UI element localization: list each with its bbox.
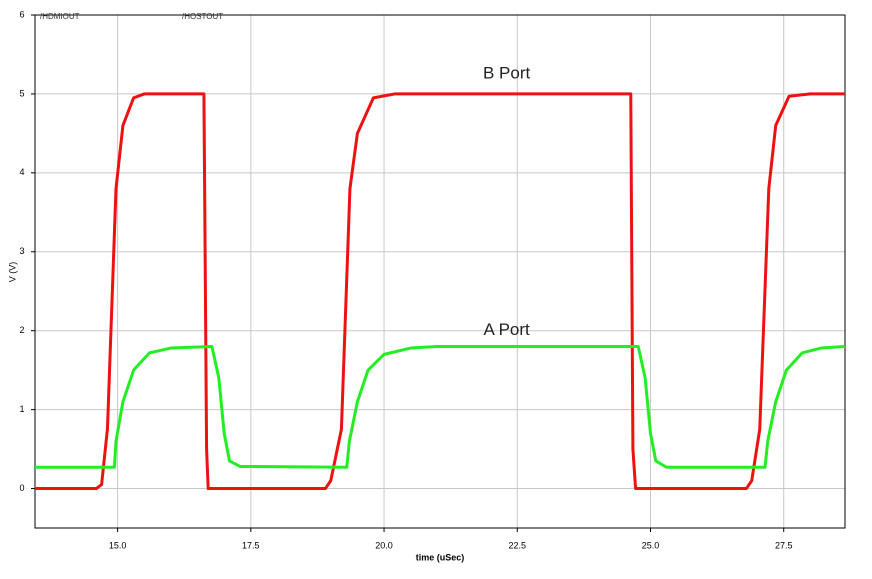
x-tick-label: 15.0 bbox=[109, 540, 127, 550]
legend-entry: /HOSTOUT bbox=[182, 12, 223, 21]
x-tick-label: 22.5 bbox=[509, 540, 527, 550]
plot-border bbox=[34, 14, 846, 529]
y-tick-label: 2 bbox=[19, 325, 24, 335]
series-line bbox=[35, 344, 846, 469]
annotation: A Port bbox=[483, 320, 530, 339]
y-tick-label: 6 bbox=[19, 9, 24, 19]
x-axis-label: time (uSec) bbox=[416, 552, 465, 562]
legend-entry: /HDMIOUT bbox=[40, 12, 80, 21]
y-tick-label: 5 bbox=[19, 88, 24, 98]
y-tick-label: 4 bbox=[19, 167, 24, 177]
x-tick-label: 27.5 bbox=[775, 540, 793, 550]
x-tick-label: 25.0 bbox=[642, 540, 660, 550]
plot-area bbox=[35, 15, 845, 528]
y-tick-label: 1 bbox=[19, 404, 24, 414]
y-axis-label: V (V) bbox=[7, 262, 17, 283]
y-tick-label: 3 bbox=[19, 246, 24, 256]
x-tick-label: 20.0 bbox=[375, 540, 393, 550]
annotation: B Port bbox=[483, 64, 531, 83]
x-tick-label: 17.5 bbox=[242, 540, 260, 550]
y-tick-label: 0 bbox=[19, 483, 24, 493]
series-line bbox=[35, 92, 845, 491]
